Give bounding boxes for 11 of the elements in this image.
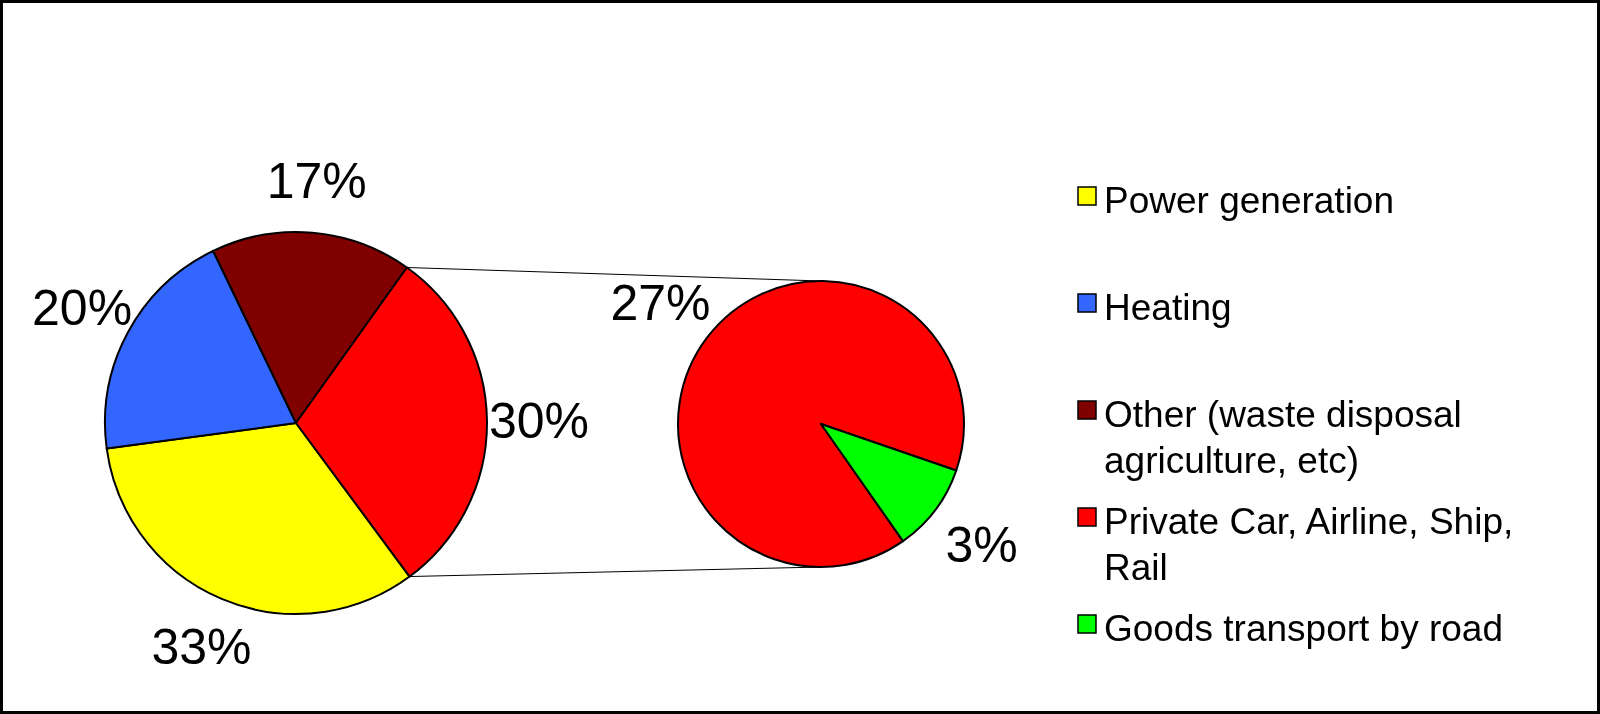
- legend-label: Goods transport by road: [1104, 607, 1503, 649]
- legend-label: Private Car, Airline, Ship, Rail: [1104, 500, 1514, 588]
- data-label: 20%: [32, 279, 133, 336]
- legend-label: Other (waste disposal agriculture, etc): [1104, 393, 1462, 481]
- data-label: 30%: [488, 392, 590, 449]
- data-label: 27%: [610, 275, 711, 332]
- legend-label: Heating: [1104, 286, 1232, 328]
- data-label: 17%: [266, 152, 367, 209]
- legend-label: Power generation: [1104, 179, 1395, 221]
- data-label: 33%: [151, 618, 252, 675]
- data-label: 3%: [945, 516, 1018, 573]
